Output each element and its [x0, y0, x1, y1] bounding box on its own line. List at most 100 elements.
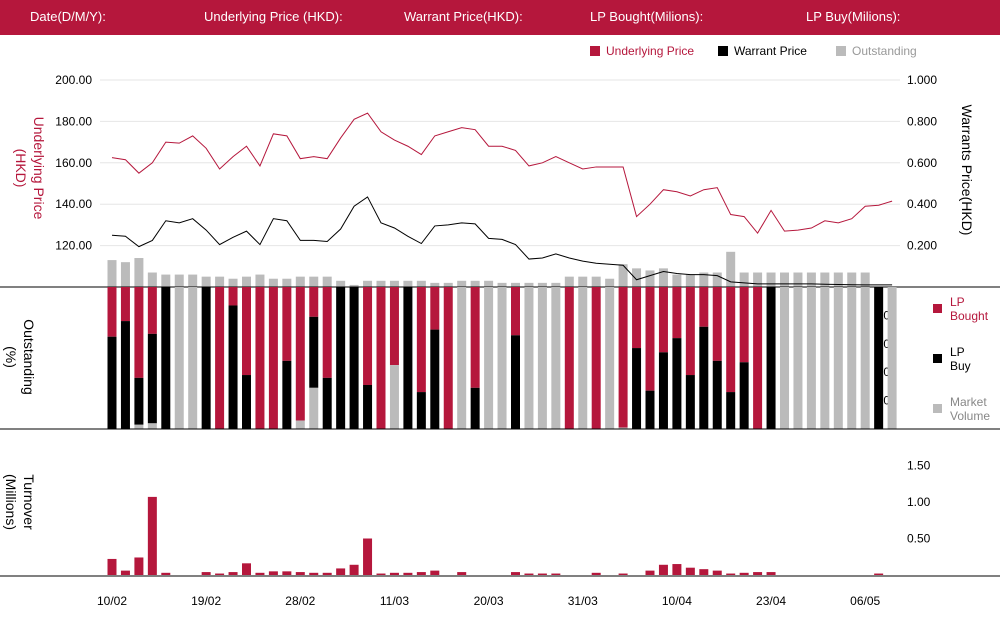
- outstanding-bar: [309, 276, 319, 287]
- market-volume-bar: [793, 287, 803, 429]
- lp-bought-bar: [242, 287, 251, 376]
- lp-bought-bar: [309, 287, 319, 317]
- outstanding-bar: [511, 282, 520, 287]
- x-tick-label: 31/03: [568, 594, 598, 608]
- outstanding-bar: [739, 272, 749, 287]
- legend-swatch-1: [718, 46, 728, 56]
- turnover-bar: [309, 572, 319, 575]
- turnover-bar: [416, 572, 426, 575]
- turnover-bar: [120, 570, 130, 575]
- outstanding-bar: [134, 258, 144, 287]
- lp-bought-bar: [645, 287, 655, 391]
- legend-label-2: Outstanding: [852, 44, 917, 58]
- turnover-tick-label: 1.50: [907, 459, 931, 473]
- turnover-bar: [201, 572, 211, 575]
- lp-buy-bar: [645, 390, 655, 429]
- outstanding-bar: [847, 272, 857, 287]
- lp-buy-bar: [726, 392, 736, 429]
- lp-buy-bar: [107, 336, 117, 429]
- outstanding-bar: [591, 276, 601, 287]
- turnover-bar: [591, 572, 601, 575]
- underlying-price-line: [111, 112, 893, 235]
- outstanding-bar: [766, 272, 776, 287]
- outstanding-bar: [201, 276, 211, 287]
- market-volume-bar: [605, 287, 615, 429]
- legend-swatch-market-volume: [933, 404, 942, 413]
- legend-label-market-volume: Market: [950, 395, 987, 409]
- outstanding-bar: [793, 272, 803, 287]
- turnover-bar: [524, 573, 534, 575]
- market-volume-bar: [887, 287, 897, 429]
- outstanding-bar: [188, 274, 198, 287]
- lp-buy-bar: [672, 338, 682, 429]
- left-tick-label: 200.00: [55, 73, 92, 87]
- outstanding-bar: [833, 272, 843, 287]
- date-label: Date(D/M/Y):: [30, 9, 106, 24]
- market-volume-bar: [860, 287, 870, 429]
- underlying-price-label: Underlying Price (HKD):: [204, 9, 343, 24]
- lp-buy-bar: [134, 377, 144, 425]
- x-tick-label: 28/02: [285, 594, 315, 608]
- lp-buy-bar: [242, 375, 251, 429]
- legend-label-market-volume: Volume: [950, 409, 990, 423]
- market-volume-bar: [457, 287, 467, 429]
- lp-bought-bar: [685, 287, 695, 376]
- lp-bought-bar: [632, 287, 642, 349]
- lp-bought-bar: [295, 287, 305, 421]
- market-volume-bar: [537, 287, 547, 429]
- outstanding-bar: [255, 274, 265, 287]
- lp-buy-bar: [470, 387, 480, 429]
- turnover-bar: [268, 571, 278, 575]
- lp-bought-bar: [658, 287, 668, 353]
- turnover-bar: [511, 572, 520, 575]
- outstanding-bar: [120, 262, 130, 287]
- turnover-bar: [282, 571, 292, 575]
- outstanding-bar: [484, 280, 494, 287]
- lp-bought-bar: [712, 287, 722, 361]
- outstanding-bar: [363, 280, 373, 287]
- left-axis-title-unit: (HKD): [13, 149, 29, 188]
- outstanding-bar: [322, 276, 332, 287]
- outstanding-bar: [215, 276, 225, 287]
- turnover-bar: [107, 558, 117, 575]
- lp-bought-bar: [739, 287, 749, 363]
- legend-swatch-0: [590, 46, 600, 56]
- outstanding-bar: [537, 282, 547, 287]
- market-volume-bar: [295, 420, 305, 429]
- turnover-bar: [228, 572, 238, 575]
- turnover-bar: [134, 557, 144, 575]
- right-tick-label: 0.200: [907, 239, 937, 253]
- lp-buy-bar: [874, 287, 884, 429]
- lp-bought-bar: [215, 287, 225, 429]
- turnover-bar: [295, 572, 305, 575]
- turnover-bar: [161, 572, 171, 575]
- left-tick-label: 160.00: [55, 156, 92, 170]
- lp-buy-bar: [403, 287, 413, 429]
- market-volume-bar: [134, 424, 144, 429]
- turnover-tick-label: 0.50: [907, 532, 931, 546]
- turnover-bar: [363, 538, 373, 575]
- turnover-bar: [322, 572, 332, 575]
- lp-bought-bar: [228, 287, 238, 306]
- outstanding-bar: [349, 284, 359, 287]
- outstanding-bar: [107, 260, 117, 287]
- lp-bought-bar: [376, 287, 386, 429]
- lp-bought-bar: [699, 287, 709, 327]
- outstanding-bar: [753, 272, 763, 287]
- market-volume-bar: [497, 287, 507, 429]
- lp-buy-bar: [363, 384, 373, 429]
- outstanding-bar: [645, 270, 655, 287]
- lp-buy-bar: [309, 316, 319, 388]
- outstanding-bar: [242, 276, 251, 287]
- turnover-bar: [430, 570, 440, 575]
- legend-label-lp-bought: Bought: [950, 309, 989, 323]
- lp-bought-bar: [282, 287, 292, 361]
- lp-bought-bar: [255, 287, 265, 429]
- lp-bought-bar: [430, 287, 440, 330]
- left-tick-label: 120.00: [55, 239, 92, 253]
- warrant-price-label: Warrant Price(HKD):: [404, 9, 523, 24]
- lp-buy-bar: [322, 377, 332, 429]
- outstanding-axis-title: Outstanding: [21, 319, 37, 395]
- outstanding-bar: [726, 251, 736, 287]
- turnover-bar: [147, 496, 157, 575]
